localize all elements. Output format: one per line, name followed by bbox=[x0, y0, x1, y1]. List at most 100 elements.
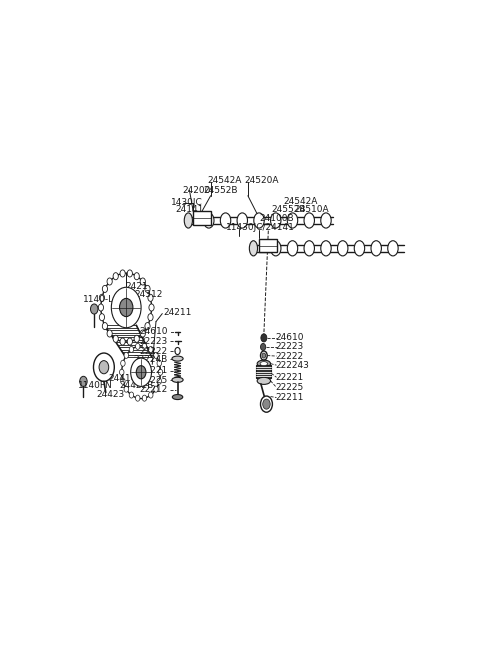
Ellipse shape bbox=[249, 240, 258, 256]
Text: 24510A: 24510A bbox=[294, 205, 329, 214]
Ellipse shape bbox=[288, 213, 298, 228]
Text: 24542A: 24542A bbox=[207, 175, 241, 185]
Ellipse shape bbox=[257, 360, 271, 367]
Bar bbox=[256, 365, 271, 378]
Circle shape bbox=[122, 346, 160, 399]
Ellipse shape bbox=[237, 213, 248, 228]
Ellipse shape bbox=[321, 213, 331, 228]
Text: 22223: 22223 bbox=[140, 337, 168, 346]
Circle shape bbox=[99, 313, 105, 321]
Circle shape bbox=[142, 395, 147, 401]
Circle shape bbox=[157, 378, 161, 384]
Circle shape bbox=[145, 285, 150, 292]
Circle shape bbox=[262, 353, 266, 358]
Circle shape bbox=[136, 366, 146, 379]
Circle shape bbox=[120, 360, 125, 367]
Text: 22224B: 22224B bbox=[133, 355, 168, 364]
Circle shape bbox=[154, 386, 158, 392]
Text: 22222: 22222 bbox=[140, 346, 168, 355]
Text: 1140-L: 1140-L bbox=[83, 295, 114, 304]
Text: 2421: 2421 bbox=[125, 282, 148, 291]
Text: 24520A: 24520A bbox=[244, 175, 278, 185]
Circle shape bbox=[140, 278, 145, 285]
Circle shape bbox=[145, 323, 150, 330]
Circle shape bbox=[113, 335, 118, 342]
Circle shape bbox=[111, 287, 141, 328]
Circle shape bbox=[261, 396, 273, 412]
Text: 24610: 24610 bbox=[139, 327, 168, 336]
Text: 1140FN: 1140FN bbox=[78, 382, 113, 390]
Ellipse shape bbox=[220, 213, 231, 228]
Circle shape bbox=[129, 346, 133, 353]
Text: 222243: 222243 bbox=[276, 361, 310, 370]
Circle shape bbox=[124, 386, 129, 392]
Text: 1430JC: 1430JC bbox=[171, 198, 203, 207]
Circle shape bbox=[158, 369, 163, 375]
Circle shape bbox=[149, 304, 154, 311]
Circle shape bbox=[154, 352, 158, 358]
Text: 24422B: 24422B bbox=[120, 382, 154, 390]
Circle shape bbox=[148, 392, 153, 398]
Text: 24200: 24200 bbox=[183, 186, 211, 194]
Circle shape bbox=[261, 334, 267, 342]
Ellipse shape bbox=[337, 240, 348, 256]
Text: 22211: 22211 bbox=[276, 393, 304, 402]
Ellipse shape bbox=[354, 240, 365, 256]
Circle shape bbox=[142, 344, 147, 350]
Ellipse shape bbox=[254, 213, 264, 228]
Text: 24542A: 24542A bbox=[283, 196, 318, 206]
Circle shape bbox=[99, 294, 105, 302]
Ellipse shape bbox=[271, 240, 281, 256]
Text: 24610: 24610 bbox=[276, 333, 304, 342]
Circle shape bbox=[148, 294, 153, 302]
Circle shape bbox=[134, 273, 139, 280]
Circle shape bbox=[124, 352, 129, 358]
Text: 22221: 22221 bbox=[140, 366, 168, 375]
Circle shape bbox=[129, 392, 133, 398]
Circle shape bbox=[261, 344, 266, 350]
Text: 22222: 22222 bbox=[276, 351, 304, 361]
Circle shape bbox=[263, 399, 270, 409]
Text: 22212: 22212 bbox=[140, 386, 168, 394]
Ellipse shape bbox=[260, 361, 267, 366]
Circle shape bbox=[120, 378, 125, 384]
Ellipse shape bbox=[304, 240, 314, 256]
Text: 22225: 22225 bbox=[140, 376, 168, 385]
Circle shape bbox=[148, 346, 153, 353]
Circle shape bbox=[120, 369, 124, 375]
Circle shape bbox=[102, 285, 108, 292]
Ellipse shape bbox=[271, 213, 281, 228]
Text: 24423: 24423 bbox=[96, 390, 125, 399]
Circle shape bbox=[148, 313, 153, 321]
Ellipse shape bbox=[204, 213, 214, 228]
Ellipse shape bbox=[388, 240, 398, 256]
Circle shape bbox=[120, 270, 125, 277]
Circle shape bbox=[127, 270, 132, 277]
Ellipse shape bbox=[288, 240, 298, 256]
Circle shape bbox=[134, 335, 139, 342]
Circle shape bbox=[98, 304, 104, 311]
Circle shape bbox=[91, 304, 98, 314]
Circle shape bbox=[101, 273, 152, 342]
Circle shape bbox=[131, 358, 152, 386]
Text: 22223: 22223 bbox=[276, 342, 304, 351]
Circle shape bbox=[135, 395, 140, 401]
Circle shape bbox=[102, 323, 108, 330]
Text: 24100B: 24100B bbox=[259, 214, 294, 223]
Ellipse shape bbox=[172, 377, 183, 382]
Ellipse shape bbox=[371, 240, 382, 256]
Circle shape bbox=[107, 278, 112, 285]
Text: 24410: 24410 bbox=[108, 374, 137, 383]
Ellipse shape bbox=[257, 377, 271, 384]
Text: 24312: 24312 bbox=[134, 290, 163, 300]
Circle shape bbox=[127, 338, 132, 345]
Text: 24141: 24141 bbox=[175, 205, 204, 214]
Circle shape bbox=[80, 376, 87, 386]
Ellipse shape bbox=[321, 240, 331, 256]
Bar bbox=[193, 212, 211, 225]
Text: 11430JC/24141: 11430JC/24141 bbox=[226, 223, 295, 232]
Circle shape bbox=[94, 353, 114, 381]
Circle shape bbox=[99, 361, 109, 374]
Circle shape bbox=[113, 273, 118, 280]
Ellipse shape bbox=[172, 394, 183, 399]
